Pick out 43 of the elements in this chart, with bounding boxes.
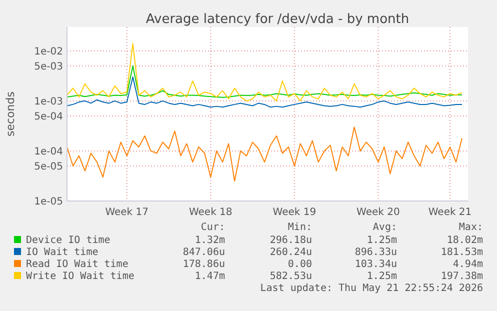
text: Max:	[458, 222, 483, 233]
text: 582.53u	[270, 271, 312, 282]
text: 103.34u	[354, 259, 397, 270]
x-tick-label: Week 21	[428, 207, 472, 218]
text: 197.38m	[440, 271, 483, 282]
y-tick-label: 1e-05	[34, 196, 63, 208]
y-tick-label: 5e-05	[34, 162, 63, 173]
x-tick-label: Week 20	[356, 207, 400, 218]
x-tick-label: Week 17	[105, 207, 149, 218]
text: Avg:	[372, 222, 397, 233]
text: 1.25m	[366, 235, 397, 246]
text: 178.86u	[182, 259, 225, 270]
y-tick-label: 5e-04	[34, 111, 63, 122]
text: 0.00	[288, 259, 312, 270]
line-series	[66, 65, 462, 98]
legend-label: Read IO Wait time	[26, 259, 128, 270]
y-tick-label: 1e-03	[34, 96, 63, 108]
line-series	[66, 126, 462, 182]
text: Cur:	[200, 222, 225, 233]
text: 18.02m	[446, 235, 483, 246]
x-tick-label: Week 19	[272, 207, 316, 218]
text: Min:	[288, 222, 312, 233]
legend-label: Device IO time	[26, 235, 110, 246]
line-series	[66, 76, 462, 108]
chart-title: Average latency for /dev/vda - by month	[146, 12, 410, 27]
legend-label: Write IO Wait time	[26, 271, 134, 282]
y-tick-label: 1e-02	[34, 46, 63, 58]
text: 260.24u	[270, 247, 312, 258]
line-series	[66, 43, 462, 102]
text: 181.53m	[440, 247, 483, 258]
text: 296.18u	[270, 235, 312, 246]
text: 4.94m	[452, 259, 483, 270]
y-tick-label: 5e-03	[34, 61, 63, 72]
x-tick-label: Week 18	[188, 207, 232, 218]
y-axis-title: seconds	[4, 91, 17, 136]
text: Last update: Thu May 21 22:55:24 2026	[260, 283, 483, 294]
text: 1.25m	[366, 271, 397, 282]
text: 1.47m	[194, 271, 225, 282]
y-tick-label: 1e-04	[34, 146, 63, 158]
text: 847.06u	[182, 247, 225, 258]
text: 896.33u	[354, 247, 397, 258]
legend-label: IO Wait time	[26, 247, 98, 258]
text: 1.32m	[194, 235, 225, 246]
